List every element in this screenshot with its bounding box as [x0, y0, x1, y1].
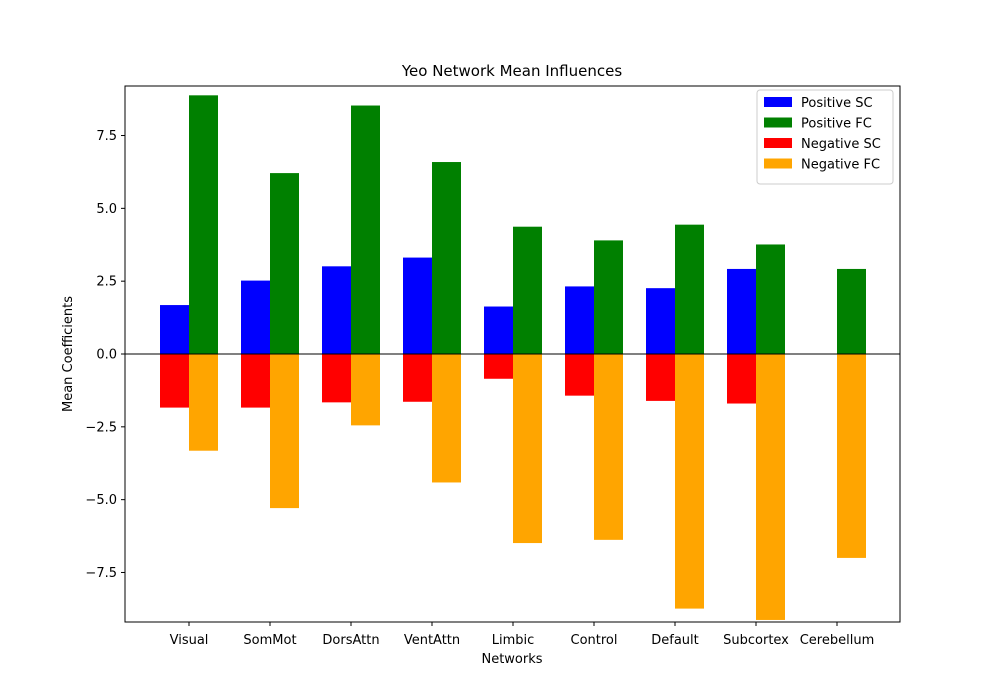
bar-positive-sc-limbic [484, 306, 513, 354]
x-tick-label: Subcortex [723, 633, 789, 648]
bar-positive-fc-default [675, 224, 704, 354]
y-tick-label: 5.0 [96, 202, 117, 217]
bar-positive-sc-dorsattn [322, 266, 351, 354]
bar-negative-fc-cerebellum [837, 354, 866, 558]
bar-positive-fc-sommot [270, 173, 299, 354]
bar-positive-sc-subcortex [727, 268, 756, 354]
bar-positive-sc-control [565, 286, 594, 354]
bar-negative-fc-subcortex [756, 354, 785, 620]
legend-swatch-negative-sc [764, 138, 792, 148]
bars-layer [160, 95, 866, 620]
bar-positive-fc-cerebellum [837, 268, 866, 354]
bar-negative-sc-limbic [484, 354, 513, 379]
bar-negative-fc-default [675, 354, 704, 609]
legend-label-negative-fc: Negative FC [801, 158, 880, 173]
y-tick-label: −5.0 [85, 493, 117, 508]
x-tick-label: Limbic [492, 633, 535, 648]
y-tick-label: 0.0 [96, 348, 117, 363]
legend-label-positive-fc: Positive FC [801, 117, 872, 132]
y-tick-label: −2.5 [85, 420, 117, 435]
x-tick-label: VentAttn [404, 633, 460, 648]
legend-label-negative-sc: Negative SC [801, 137, 881, 152]
legend-swatch-positive-sc [764, 97, 792, 107]
legend-swatch-negative-fc [764, 158, 792, 169]
y-axis: −7.5 −5.0 −2.5 0.0 2.5 5.0 7.5 [85, 129, 125, 581]
bar-negative-fc-sommot [270, 354, 299, 509]
x-tick-label: Cerebellum [800, 633, 875, 648]
bar-negative-fc-dorsattn [351, 354, 380, 426]
y-tick-label: 2.5 [96, 275, 117, 290]
bar-negative-sc-default [646, 354, 675, 401]
bar-positive-sc-sommot [241, 280, 270, 354]
bar-negative-sc-subcortex [727, 354, 756, 404]
bar-negative-fc-control [594, 354, 623, 540]
x-tick-label: Visual [170, 633, 209, 648]
bar-negative-sc-sommot [241, 354, 270, 408]
bar-positive-sc-default [646, 288, 675, 354]
legend-swatch-positive-fc [764, 117, 792, 128]
legend-label-positive-sc: Positive SC [801, 96, 873, 111]
chart-title: Yeo Network Mean Influences [401, 62, 622, 80]
bar-positive-fc-dorsattn [351, 105, 380, 354]
bar-negative-sc-visual [160, 354, 189, 408]
bar-negative-sc-dorsattn [322, 354, 351, 403]
x-tick-label: Default [651, 633, 699, 648]
bar-negative-fc-limbic [513, 354, 542, 544]
x-tick-label: SomMot [243, 633, 296, 648]
x-tick-label: Control [571, 633, 618, 648]
bar-positive-sc-ventattn [403, 257, 432, 354]
bar-negative-fc-ventattn [432, 354, 461, 483]
legend: Positive SC Positive FC Negative SC Negativ… [756, 89, 894, 185]
bar-positive-fc-subcortex [756, 244, 785, 354]
bar-negative-fc-visual [189, 354, 218, 451]
bar-positive-sc-visual [160, 305, 189, 354]
bar-negative-sc-control [565, 354, 594, 396]
y-axis-label: Mean Coefficients [61, 296, 76, 412]
bar-negative-sc-ventattn [403, 354, 432, 402]
bar-positive-fc-ventattn [432, 162, 461, 354]
bar-positive-fc-limbic [513, 226, 542, 354]
y-tick-label: −7.5 [85, 566, 117, 581]
x-tick-label: DorsAttn [322, 633, 379, 648]
bar-positive-fc-control [594, 240, 623, 354]
y-tick-label: 7.5 [96, 129, 117, 144]
x-axis: Visual SomMot DorsAttn VentAttn Limbic Contro… [170, 622, 875, 648]
bar-positive-fc-visual [189, 95, 218, 354]
x-axis-label: Networks [481, 652, 542, 667]
